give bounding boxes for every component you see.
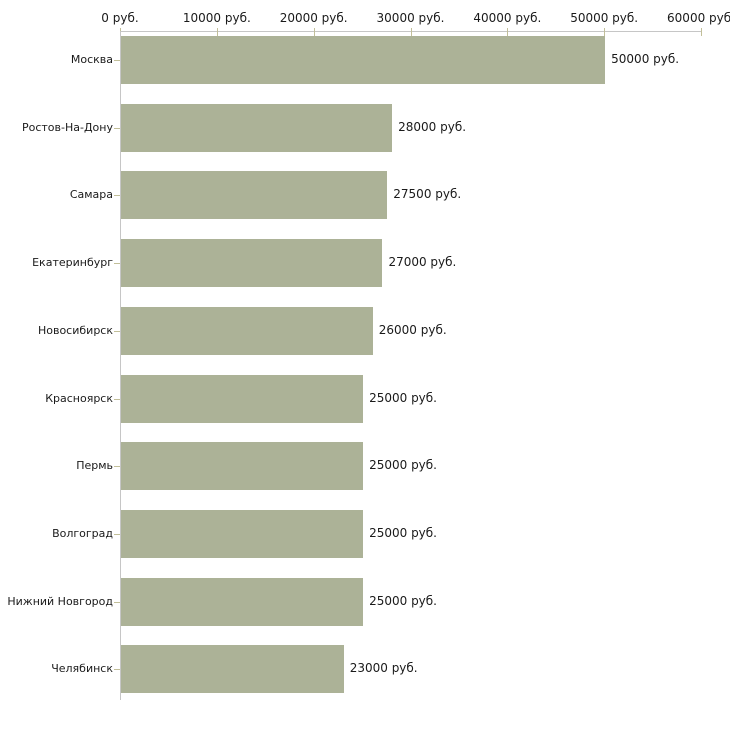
bar: [121, 577, 364, 626]
value-label: 27000 руб.: [388, 255, 457, 270]
category-label: Волгоград: [52, 526, 113, 540]
value-label: 25000 руб.: [369, 525, 437, 540]
y-tick-mark: [114, 330, 120, 332]
y-tick-mark: [114, 60, 120, 61]
y-tick-mark: [114, 601, 120, 603]
category-label: Красноярск: [45, 391, 113, 405]
y-tick-mark: [114, 533, 120, 535]
x-tick-label: 20000 руб.: [279, 11, 348, 25]
value-label: 28000 руб.: [398, 119, 467, 134]
y-tick-mark: [114, 669, 120, 671]
value-label: 25000 руб.: [369, 390, 437, 405]
bar: [121, 171, 388, 220]
value-label: 27500 руб.: [393, 187, 462, 202]
bar: [121, 509, 364, 558]
bar: [121, 103, 393, 152]
y-axis-line: [120, 31, 121, 700]
x-tick-mark: [604, 28, 606, 36]
y-tick-mark: [114, 263, 120, 265]
value-label: 25000 руб.: [369, 458, 437, 473]
x-tick-label: 0 руб.: [101, 11, 139, 25]
y-tick-mark: [114, 466, 120, 468]
y-tick-mark: [114, 398, 120, 400]
y-tick-mark: [114, 195, 120, 197]
category-label: Пермь: [76, 459, 113, 473]
x-tick-label: 40000 руб.: [473, 11, 542, 25]
value-label: 26000 руб.: [378, 322, 447, 337]
bar: [121, 306, 373, 355]
x-tick-label: 60000 руб.: [667, 11, 730, 25]
x-tick-label: 10000 руб.: [182, 11, 251, 25]
bar: [121, 442, 364, 491]
value-label: 23000 руб.: [349, 661, 418, 676]
bar: [121, 374, 364, 423]
x-tick-label: 30000 руб.: [376, 11, 445, 25]
category-label: Новосибирск: [37, 323, 113, 337]
bar: [121, 239, 383, 288]
category-label: Москва: [70, 53, 113, 66]
value-label: 25000 руб.: [369, 593, 437, 608]
value-label: 50000 руб.: [611, 52, 680, 66]
bar: [121, 36, 606, 84]
x-tick-mark: [410, 28, 412, 36]
category-label: Ростов-На-Дону: [21, 120, 113, 134]
category-label: Самара: [69, 188, 113, 202]
bar: [121, 645, 344, 694]
category-label: Челябинск: [51, 662, 113, 676]
x-tick-mark: [313, 28, 315, 36]
x-tick-mark: [507, 28, 509, 36]
x-tick-label: 50000 руб.: [570, 11, 639, 25]
x-tick-mark: [701, 28, 702, 36]
category-label: Нижний Новгород: [7, 594, 113, 608]
category-label: Екатеринбург: [32, 256, 113, 270]
y-tick-mark: [114, 127, 120, 129]
x-tick-mark: [216, 28, 218, 36]
